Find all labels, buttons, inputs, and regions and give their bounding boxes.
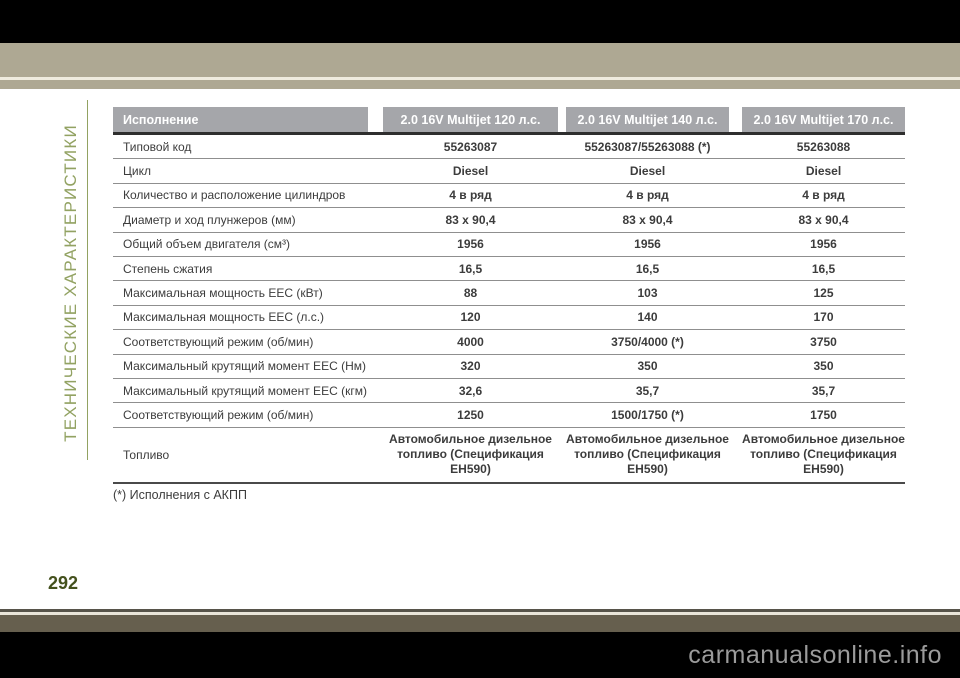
page-content: ТЕХНИЧЕСКИЕ ХАРАКТЕРИСТИКИ 292 Исполнени… — [0, 89, 960, 609]
table-row-cycle: Цикл Diesel Diesel Diesel — [113, 159, 905, 184]
table-row-displacement: Общий объем двигателя (см³) 1956 1956 19… — [113, 233, 905, 257]
row-value: 350 — [637, 359, 658, 374]
header-cell-engine-170: 2.0 16V Multijet 170 л.с. — [742, 107, 905, 132]
header-cell-label: Исполнение — [113, 107, 368, 132]
top-black-band — [0, 0, 960, 43]
row-value: 170 — [813, 310, 834, 325]
bottom-olive-band — [0, 615, 960, 632]
row-value: 120 — [460, 310, 481, 325]
row-label: Соответствующий режим (об/мин) — [123, 407, 314, 422]
row-value: 55263087 — [443, 139, 498, 154]
bottom-decoration: carmanualsonline.info — [0, 609, 960, 678]
row-value: 35,7 — [635, 383, 660, 398]
row-label: Максимальный крутящий момент EEC (Нм) — [123, 359, 366, 374]
row-value: Diesel — [629, 164, 666, 179]
watermark-text: carmanualsonline.info — [688, 640, 942, 669]
row-value: 3750 — [810, 334, 837, 349]
engine-spec-table: Исполнение 2.0 16V Multijet 120 л.с. 2.0… — [113, 107, 905, 484]
row-label: Общий объем двигателя (см³) — [123, 237, 291, 252]
row-value: 1500/1750 (*) — [611, 407, 684, 422]
row-value: 1250 — [457, 407, 484, 422]
row-value: 16,5 — [635, 261, 660, 276]
row-value: Diesel — [452, 164, 489, 179]
table-row-power-kw: Максимальная мощность EEC (кВт) 88 103 1… — [113, 281, 905, 306]
table-row-torque-kgm: Максимальный крутящий момент EEC (кгм) 3… — [113, 379, 905, 404]
row-value: Diesel — [805, 164, 842, 179]
table-row-torque-rpm: Соответствующий режим (об/мин) 1250 1500… — [113, 403, 905, 428]
table-footnote: (*) Исполнения с АКПП — [113, 488, 247, 502]
row-label: Диаметр и ход плунжеров (мм) — [123, 212, 296, 227]
table-row-power-hp: Максимальная мощность EEC (л.с.) 120 140… — [113, 306, 905, 331]
row-value: 16,5 — [811, 261, 836, 276]
row-value: 1750 — [810, 407, 837, 422]
row-label: Цикл — [123, 164, 151, 179]
row-value: 350 — [813, 359, 834, 374]
row-value: 83 x 90,4 — [798, 212, 849, 227]
row-value: 1956 — [810, 237, 837, 252]
row-label: Количество и расположение цилиндров — [123, 188, 346, 203]
table-header-row: Исполнение 2.0 16V Multijet 120 л.с. 2.0… — [113, 107, 905, 135]
row-value: 16,5 — [458, 261, 483, 276]
header-cell-engine-120: 2.0 16V Multijet 120 л.с. — [383, 107, 558, 132]
row-value: 103 — [637, 286, 658, 301]
table-row-type-code: Типовой код 55263087 55263087/55263088 (… — [113, 135, 905, 160]
row-value: 32,6 — [458, 383, 483, 398]
row-value: 4 в ряд — [449, 188, 492, 203]
top-cream-rule — [0, 77, 960, 80]
sidebar-chapter-title: ТЕХНИЧЕСКИЕ ХАРАКТЕРИСТИКИ — [61, 124, 80, 442]
table-row-compression: Степень сжатия 16,5 16,5 16,5 — [113, 257, 905, 282]
row-value: 1956 — [634, 237, 661, 252]
row-value: 3750/4000 (*) — [611, 334, 684, 349]
sidebar-vertical-rule — [87, 100, 88, 460]
table-row-power-rpm: Соответствующий режим (об/мин) 4000 3750… — [113, 330, 905, 355]
row-label: Максимальная мощность EEC (л.с.) — [123, 310, 325, 325]
row-value: Автомобильное дизельное топливо (Специфи… — [566, 432, 729, 477]
row-value: 4 в ряд — [626, 188, 669, 203]
row-label: Типовой код — [123, 139, 192, 154]
top-tan-band — [0, 43, 960, 77]
row-value: 4000 — [457, 334, 484, 349]
row-label: Максимальная мощность EEC (кВт) — [123, 286, 323, 301]
row-value: 83 x 90,4 — [622, 212, 673, 227]
table-row-torque-nm: Максимальный крутящий момент EEC (Нм) 32… — [113, 355, 905, 379]
table-row-cylinders: Количество и расположение цилиндров 4 в … — [113, 184, 905, 209]
row-value: 125 — [813, 286, 834, 301]
row-value: 1956 — [457, 237, 484, 252]
row-value: 4 в ряд — [802, 188, 845, 203]
row-label: Максимальный крутящий момент EEC (кгм) — [123, 383, 367, 398]
row-label: Топливо — [123, 447, 170, 462]
row-label: Степень сжатия — [123, 261, 213, 276]
row-value: 83 x 90,4 — [445, 212, 496, 227]
table-row-bore-stroke: Диаметр и ход плунжеров (мм) 83 x 90,4 8… — [113, 208, 905, 233]
row-label: Соответствующий режим (об/мин) — [123, 334, 314, 349]
row-value: 55263088 — [796, 139, 851, 154]
top-tan-band-2 — [0, 80, 960, 89]
row-value: 320 — [460, 359, 481, 374]
row-value: 55263087/55263088 (*) — [584, 139, 711, 154]
bottom-black-band: carmanualsonline.info — [0, 632, 960, 678]
row-value: 140 — [637, 310, 658, 325]
row-value: 88 — [463, 286, 478, 301]
page-number: 292 — [48, 573, 79, 593]
bottom-cream-rule — [0, 612, 960, 615]
bottom-dark-rule — [0, 609, 960, 612]
row-value: Автомобильное дизельное топливо (Специфи… — [742, 432, 905, 477]
header-cell-engine-140: 2.0 16V Multijet 140 л.с. — [566, 107, 729, 132]
row-value: Автомобильное дизельное топливо (Специфи… — [389, 432, 552, 477]
table-row-fuel: Топливо Автомобильное дизельное топливо … — [113, 428, 905, 484]
row-value: 35,7 — [811, 383, 836, 398]
